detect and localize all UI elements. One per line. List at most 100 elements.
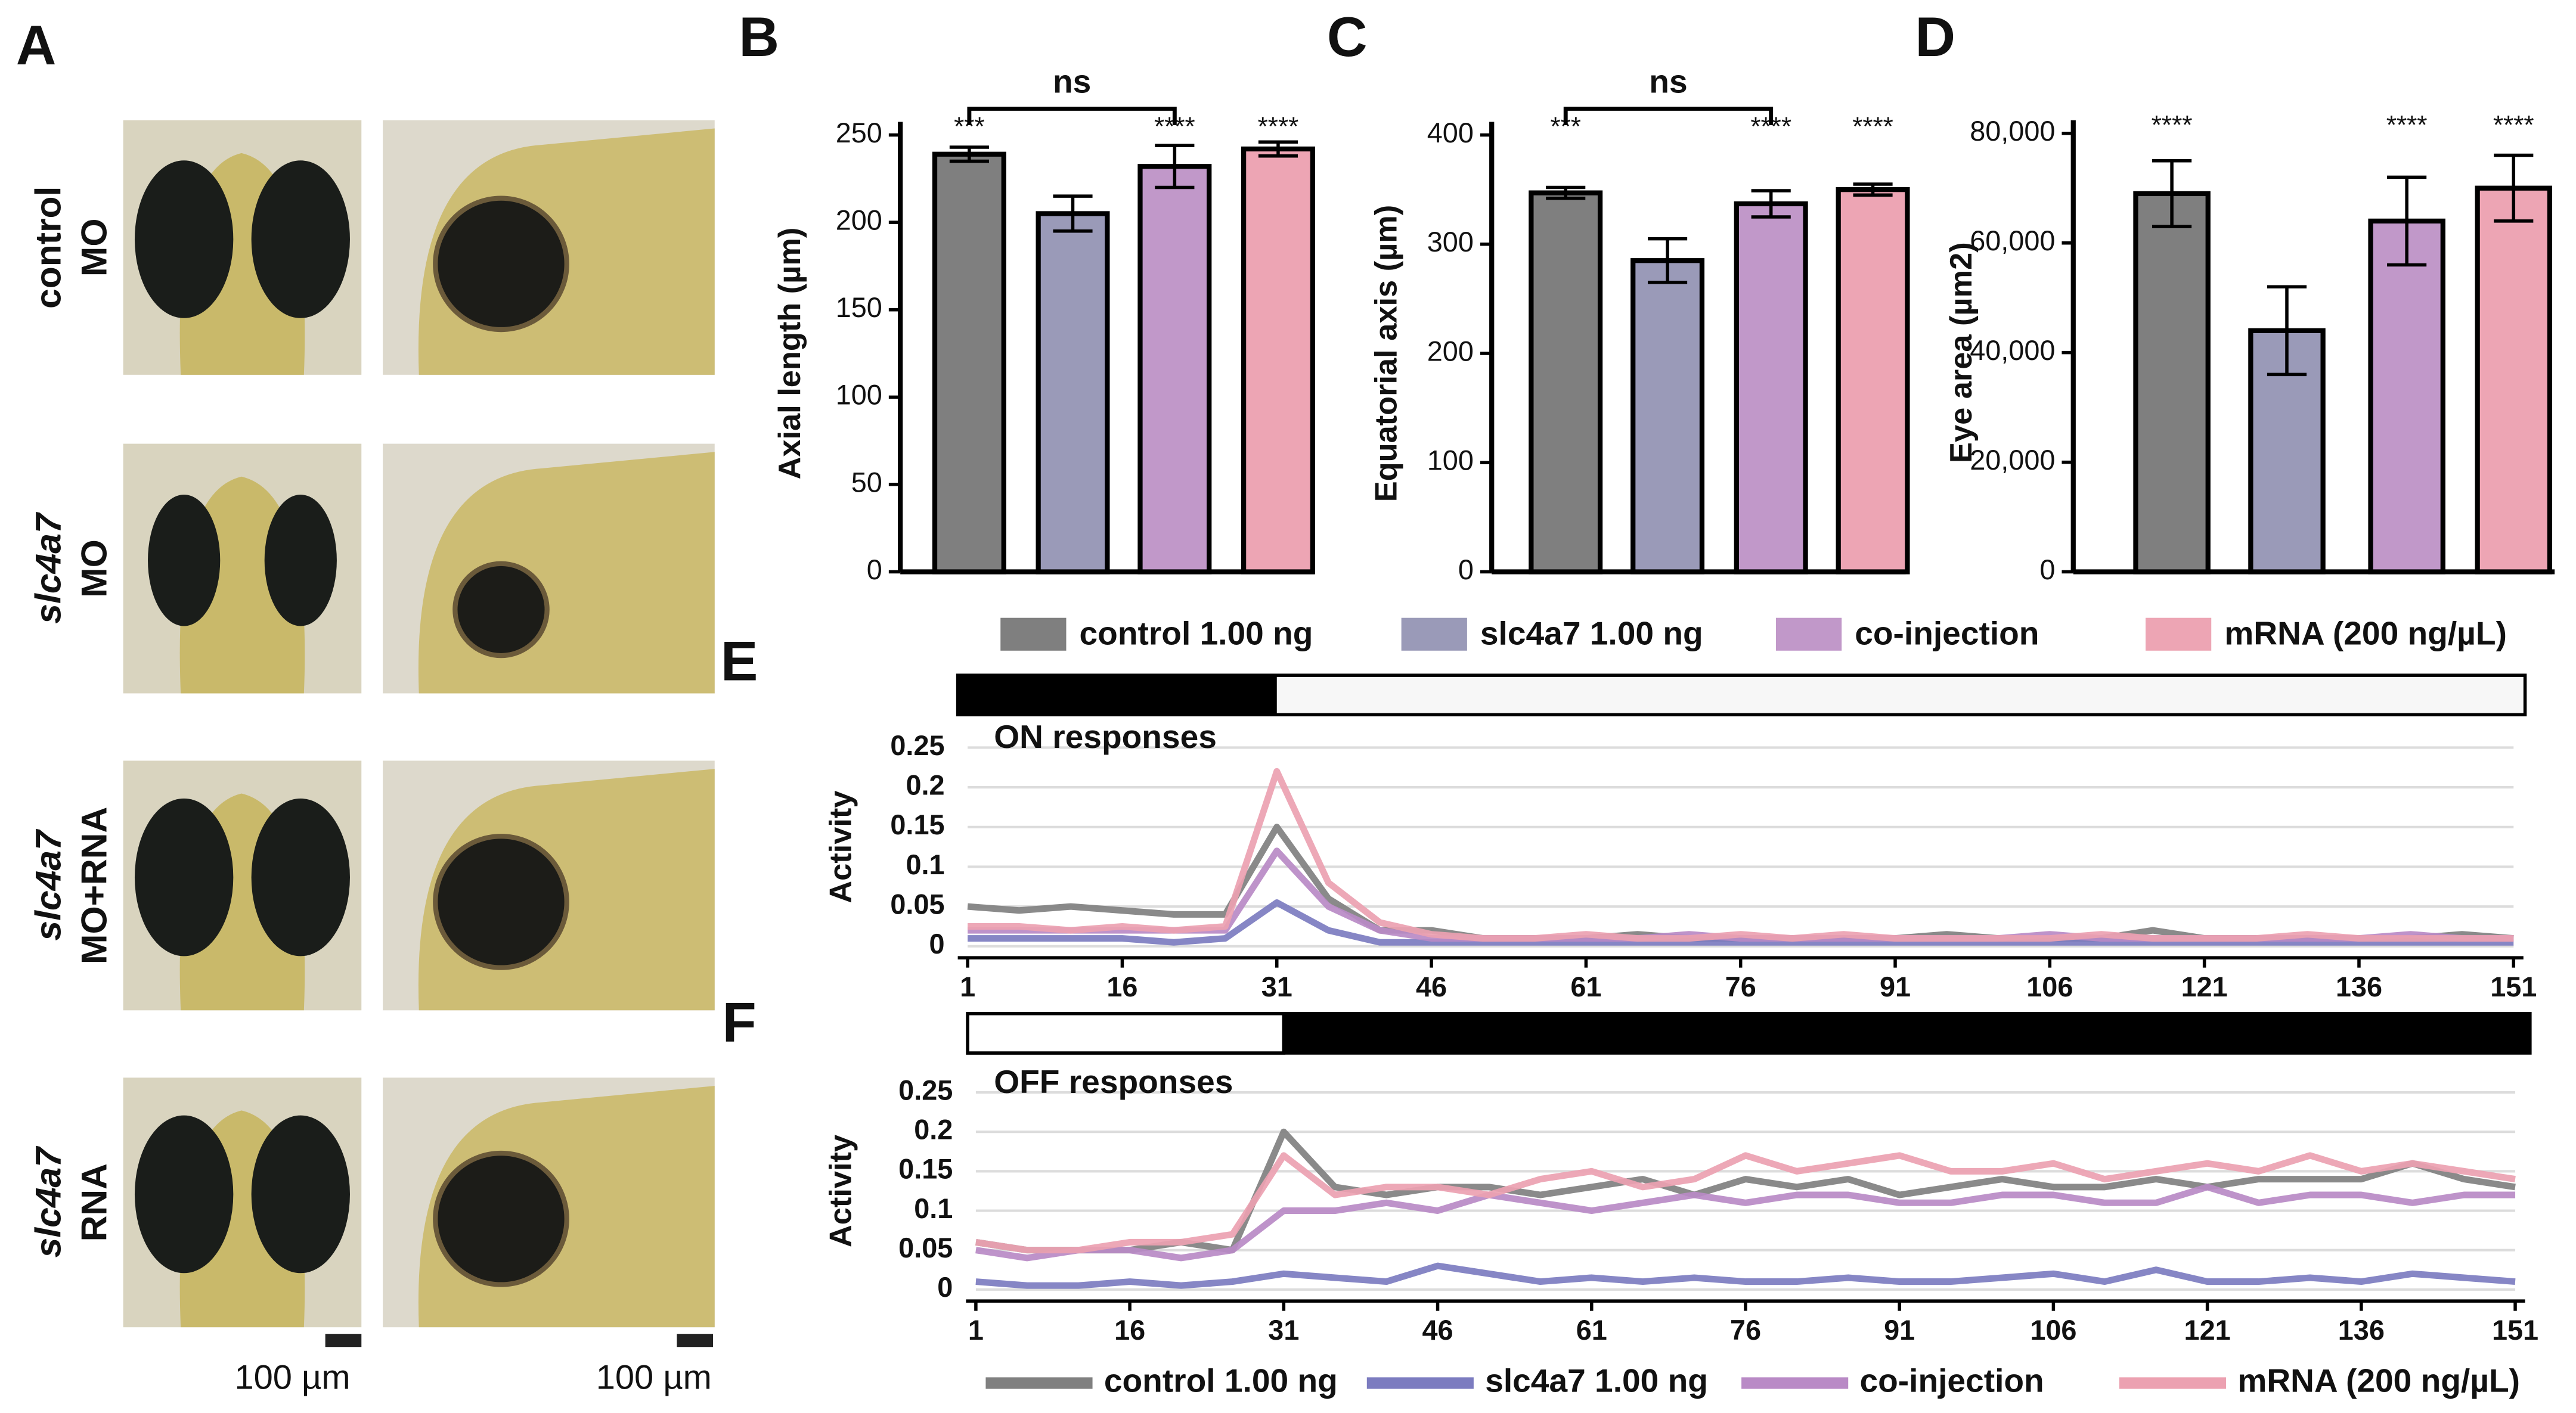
y-tick-label: 0.2 xyxy=(906,769,944,800)
x-tick-label: 61 xyxy=(1570,971,1601,1002)
y-tick-label: 100 xyxy=(836,380,882,411)
y-tick-label: 0.15 xyxy=(890,809,944,840)
x-tick-label: 16 xyxy=(1114,1315,1145,1346)
photo-eye xyxy=(433,1150,569,1287)
x-tick-label: 136 xyxy=(2338,1315,2385,1346)
y-tick-label: 40,000 xyxy=(1970,335,2055,366)
series-line xyxy=(975,1184,2516,1262)
y-axis-label: Eye area (µm2) xyxy=(1944,242,1979,463)
x-tick-label: 16 xyxy=(1106,971,1137,1002)
significance: **** xyxy=(2493,110,2534,139)
y-axis-label: Axial length (µm) xyxy=(773,228,807,480)
scale-bar xyxy=(325,1334,362,1347)
bar xyxy=(1529,190,1603,574)
legend-label: mRNA (200 ng/µL) xyxy=(2237,1362,2520,1399)
x-tick-label: 31 xyxy=(1261,971,1292,1002)
photo-eye xyxy=(148,495,221,626)
significance: **** xyxy=(1852,112,1893,141)
row-condition: MO+RNA xyxy=(74,807,114,964)
legend-label: co-injection xyxy=(1855,615,2039,652)
x-tick-label: 76 xyxy=(1725,971,1756,1002)
x-tick-label: 121 xyxy=(2181,971,2228,1002)
legend-label: slc4a7 1.00 ng xyxy=(1480,615,1703,652)
bar xyxy=(1137,164,1212,574)
y-tick-label: 400 xyxy=(1427,117,1474,148)
y-tick-label: 150 xyxy=(836,292,882,323)
row-label: slc4a7 MO xyxy=(27,511,114,624)
row-condition: MO xyxy=(74,539,114,598)
photo-eye xyxy=(433,834,569,970)
scale-label: 100 µm xyxy=(234,1359,350,1397)
legend-swatch xyxy=(1401,617,1467,651)
x-tick-label: 91 xyxy=(1880,971,1911,1002)
legend-label: control 1.00 ng xyxy=(1080,615,1313,652)
significance: **** xyxy=(1258,112,1299,141)
y-tick-label: 250 xyxy=(836,117,882,148)
y-tick-label: 0.1 xyxy=(906,849,944,880)
legend-label: slc4a7 1.00 ng xyxy=(1485,1362,1708,1399)
photo-eye xyxy=(264,495,337,626)
legend-label: co-injection xyxy=(1859,1362,2044,1399)
series-line xyxy=(975,1152,2516,1254)
y-tick-label: 0 xyxy=(937,1272,953,1303)
y-tick-label: 0.05 xyxy=(898,1232,953,1263)
x-tick-label: 151 xyxy=(2490,971,2537,1002)
comparison-label: ns xyxy=(1649,63,1687,100)
significance: **** xyxy=(2386,110,2428,139)
panel-label: F xyxy=(722,991,756,1054)
y-tick-label: 50 xyxy=(851,467,882,498)
y-tick-label: 20,000 xyxy=(1970,445,2055,476)
bar xyxy=(2133,191,2211,574)
scale-label: 100 µm xyxy=(596,1359,712,1397)
comparison-bracket xyxy=(967,106,1177,125)
series-line xyxy=(967,824,2514,942)
comparison-bracket xyxy=(1563,106,1774,125)
x-tick-label: 46 xyxy=(1422,1315,1453,1346)
photo-eye xyxy=(134,1115,234,1274)
x-tick-label: 31 xyxy=(1268,1315,1299,1346)
chart-title: ON responses xyxy=(994,718,1217,755)
stimulus-light xyxy=(966,1012,1286,1055)
scale-bar xyxy=(677,1334,713,1347)
photo-eye xyxy=(134,798,234,957)
stimulus-dark xyxy=(957,675,1277,715)
bar xyxy=(2368,218,2445,574)
x-tick-label: 121 xyxy=(2184,1315,2231,1346)
x-tick-label: 76 xyxy=(1730,1315,1761,1346)
panel-label: E xyxy=(721,629,758,692)
y-tick-label: 0.25 xyxy=(898,1074,953,1105)
row-gene: control xyxy=(27,187,68,309)
photo-eye xyxy=(134,160,234,318)
y-tick-label: 80,000 xyxy=(1970,116,2055,147)
y-tick-label: 0.25 xyxy=(890,730,944,761)
panel-label: C xyxy=(1327,5,1368,68)
y-tick-label: 0.1 xyxy=(914,1193,953,1224)
x-tick-label: 136 xyxy=(2336,971,2382,1002)
row-condition: RNA xyxy=(74,1163,114,1241)
row-gene: slc4a7 xyxy=(27,1145,68,1258)
series-line xyxy=(975,1262,2516,1289)
bar xyxy=(1241,146,1315,574)
legend-label: control 1.00 ng xyxy=(1104,1362,1338,1399)
series-line xyxy=(968,768,2514,942)
x-tick-label: 106 xyxy=(2030,1315,2076,1346)
y-tick-label: 200 xyxy=(1427,336,1474,367)
photo-eye xyxy=(452,561,550,659)
x-tick-label: 46 xyxy=(1416,971,1447,1002)
legend-label: mRNA (200 ng/µL) xyxy=(2224,615,2507,652)
panel-label: A xyxy=(16,14,57,76)
row-label: control MO xyxy=(27,187,114,309)
series-line xyxy=(975,1128,2516,1254)
comparison-label: ns xyxy=(1053,63,1091,100)
y-tick-label: 0.2 xyxy=(914,1114,953,1145)
y-axis-label: Activity xyxy=(824,1135,858,1247)
y-tick-label: 0 xyxy=(2039,554,2055,585)
legend-swatch xyxy=(1775,617,1842,651)
row-label: slc4a7 MO+RNA xyxy=(27,807,114,964)
y-tick-label: 300 xyxy=(1427,226,1474,257)
chart-title: OFF responses xyxy=(994,1063,1233,1100)
significance: **** xyxy=(2152,110,2193,139)
legend-swatch xyxy=(2145,617,2212,651)
